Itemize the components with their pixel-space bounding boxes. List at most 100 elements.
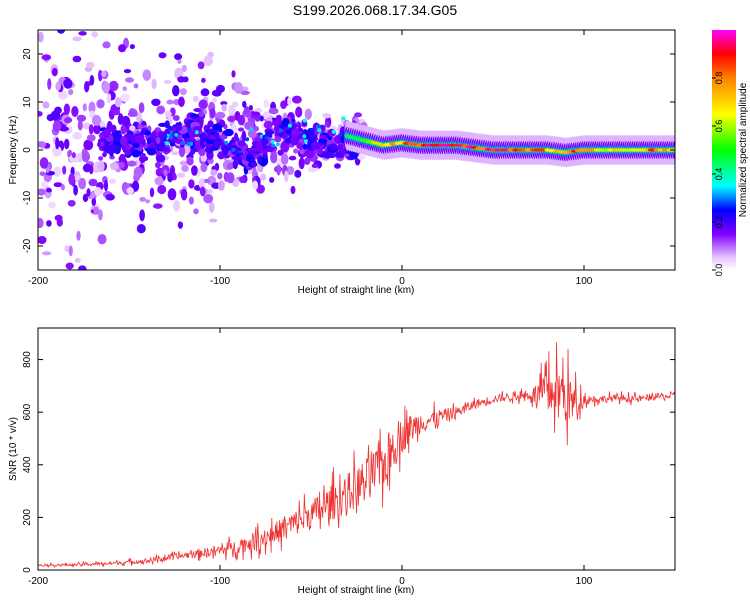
heatmap-cell [72,132,82,140]
heatmap-cell [151,98,161,107]
heatmap-cell [237,114,246,126]
heatmap-cell [42,101,50,109]
heatmap-cell [226,162,234,170]
snr-frame [37,327,676,571]
y-tick-label: 0 [22,567,33,573]
heatmap-cell [172,172,177,181]
snr-series-line [38,342,675,569]
heatmap-cell [295,106,303,118]
heatmap-cell [269,176,275,183]
heatmap-cell [207,189,213,195]
heatmap-cell [140,130,146,135]
heatmap-cell [319,134,327,140]
heatmap-cell [249,127,254,132]
heatmap-cell [162,146,168,152]
heatmap-cell [237,127,245,132]
heatmap-cell [167,125,172,130]
y-tick-label: 20 [22,48,33,60]
heatmap-cell [82,122,91,130]
heatmap-cell [331,129,336,134]
heatmap-cell [251,165,257,178]
heatmap-cell [302,118,307,123]
heatmap-cell [166,99,174,105]
heatmap-cell [82,193,89,203]
heatmap-cell [252,180,259,190]
heatmap-cell [268,107,279,115]
heatmap-cell [206,139,215,145]
heatmap-cell [133,166,143,179]
heatmap-cell [103,179,109,192]
heatmap-cell [260,173,267,181]
heatmap-cell [59,126,69,132]
heatmap-cell [257,164,262,173]
snr-axes: -200 -100 0 100 0 200 400 600 800 [22,328,675,587]
heatmap-cell [68,245,73,257]
heatmap-cell [170,151,180,156]
snr-xlabel: Height of straight line (km) [298,585,415,596]
heatmap-cell [265,147,273,152]
heatmap-cell [101,70,107,78]
heatmap-cell [322,112,332,119]
heatmap-cell [67,199,76,207]
heatmap-cell [191,113,200,119]
x-tick-label: 100 [576,576,593,587]
heatmap-cell [146,147,157,156]
heatmap-cell [284,170,289,183]
heatmap-cell [298,127,304,133]
heatmap-cell [156,105,166,115]
heatmap-cell [71,152,76,159]
heatmap-cell [193,208,199,215]
heatmap-cell [294,169,302,178]
heatmap-cell [155,136,161,145]
heatmap-cell [72,55,82,63]
heatmap-cell [58,90,68,100]
heatmap-cell [82,163,92,173]
heatmap-cell [97,209,103,221]
heatmap-cell [136,224,146,234]
heatmap-cell [102,81,111,94]
x-tick-label: 0 [399,576,405,587]
heatmap-cell [168,135,173,140]
heatmap-cell [155,161,161,169]
heatmap-cell [169,130,174,135]
heatmap-cell [63,138,70,150]
heatmap-xlabel: Height of straight line (km) [298,285,415,296]
heatmap-cell [211,89,222,97]
heatmap-cell [262,153,268,159]
heatmap-cell [203,55,213,67]
heatmap-cell [39,157,49,169]
colorbar-label: Normalized spectral amplitude [738,82,749,217]
heatmap-cell [108,178,117,184]
heatmap-cell [167,188,177,201]
snr-plot-area [38,328,675,570]
heatmap-cell [227,115,236,123]
x-tick-label: -100 [210,276,230,287]
heatmap-cell [187,127,192,132]
heatmap-cell [179,88,187,96]
heatmap-cell [302,134,307,139]
heatmap-cell [311,163,319,169]
heatmap-cell [46,187,52,193]
heatmap-cell [250,161,257,167]
heatmap-cell [76,230,81,241]
heatmap-cell [180,141,185,145]
heatmap-cell [217,172,223,180]
heatmap-cell [55,81,62,91]
heatmap-cell [231,70,236,78]
heatmap-cell [203,194,214,204]
heatmap-cell [317,138,328,144]
heatmap-cell [174,132,179,137]
x-tick-label: -200 [28,576,48,587]
heatmap-cell [188,179,195,189]
heatmap-cell [108,80,119,92]
heatmap-cell [97,234,107,245]
heatmap-cell [181,64,187,73]
heatmap-cell [322,151,333,159]
heatmap-cell [188,196,194,205]
heatmap-cell [122,86,128,92]
heatmap-cell [274,136,282,143]
heatmap-cell [290,128,300,137]
heatmap-cell [53,166,61,177]
heatmap-cell [334,134,341,144]
